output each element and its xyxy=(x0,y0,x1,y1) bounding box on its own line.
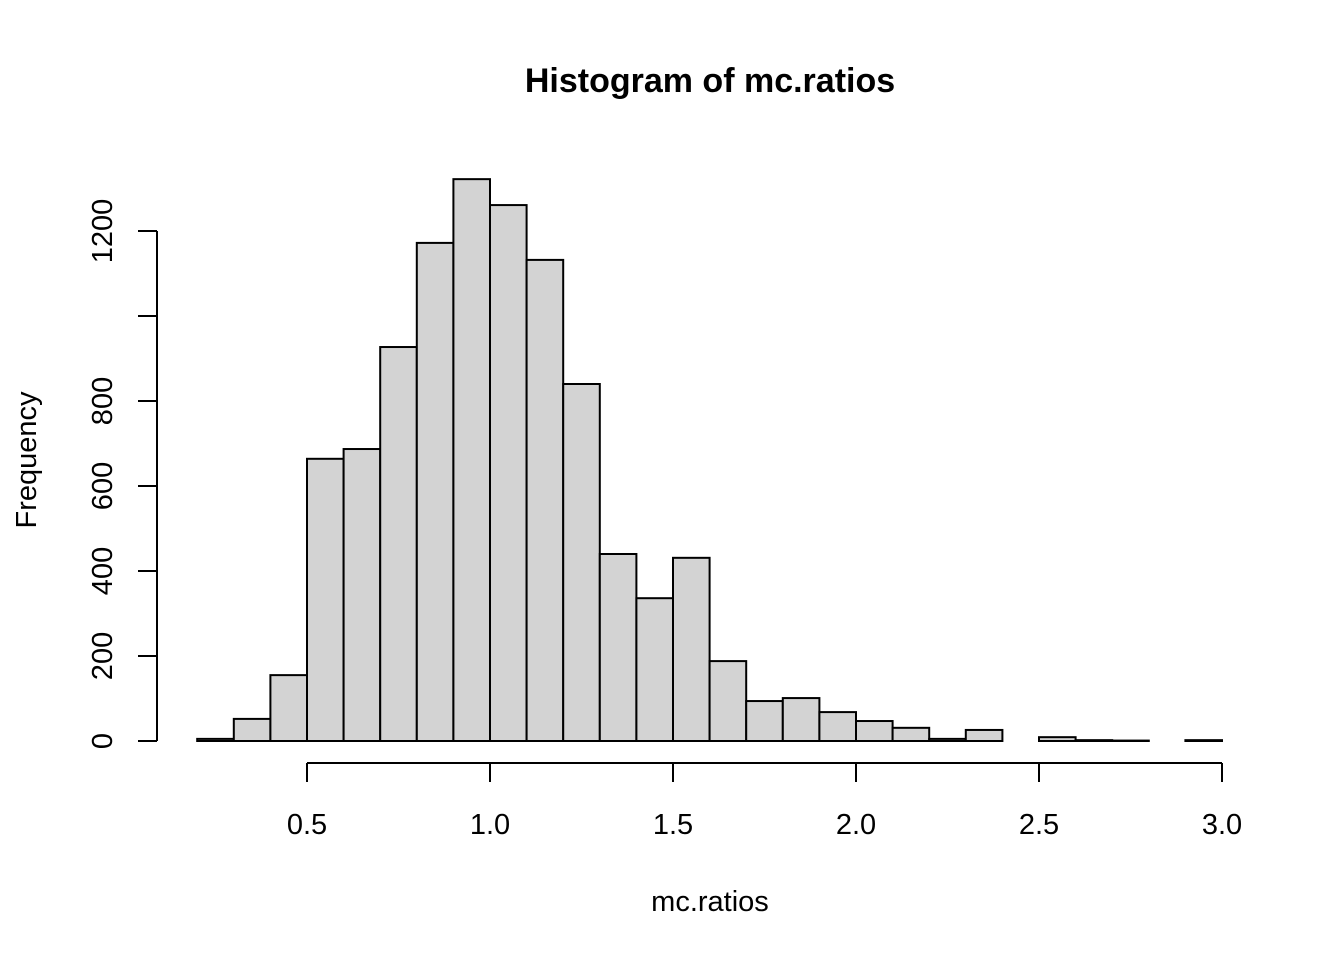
x-axis-label: mc.ratios xyxy=(651,886,769,918)
x-tick-label: 3.0 xyxy=(1202,809,1242,841)
x-tick-label: 2.5 xyxy=(1019,809,1059,841)
x-tick-label: 2.0 xyxy=(836,809,876,841)
histogram-bar xyxy=(598,553,638,742)
x-tick-label: 1.5 xyxy=(653,809,693,841)
histogram-bar xyxy=(269,674,308,742)
histogram-bar xyxy=(964,728,1004,743)
histogram-bar xyxy=(818,711,858,742)
histogram-bar xyxy=(891,726,931,743)
histogram-bar xyxy=(379,346,418,742)
histogram-bar xyxy=(525,258,565,742)
x-tick-label: 1.0 xyxy=(470,809,510,841)
histogram-bar xyxy=(562,383,601,742)
histogram-bar xyxy=(1038,736,1077,742)
x-tick-label: 0.5 xyxy=(287,809,327,841)
y-tick-label: 400 xyxy=(87,547,119,595)
chart-title: Histogram of mc.ratios xyxy=(525,62,895,100)
y-tick-label: 1200 xyxy=(87,199,119,264)
histogram-bar xyxy=(781,697,821,743)
histogram-bar xyxy=(1184,739,1224,743)
histogram-bar xyxy=(745,700,784,742)
bars xyxy=(196,178,1224,743)
histogram-bar xyxy=(196,737,235,742)
histogram-bar xyxy=(635,597,675,743)
histogram-bar xyxy=(1074,739,1114,743)
histogram-bar xyxy=(232,717,272,743)
histogram-bar xyxy=(855,720,894,743)
y-tick-label: 600 xyxy=(87,462,119,510)
histogram-bar xyxy=(708,660,748,742)
histogram-bar xyxy=(672,556,711,743)
y-tick-label: 0 xyxy=(87,733,119,749)
x-axis: 0.5 1.0 1.5 2.0 2.5 3.0 xyxy=(287,762,1242,841)
y-axis-label: Frequency xyxy=(11,391,43,529)
histogram-bar xyxy=(415,241,455,742)
histogram-bar xyxy=(306,457,345,742)
y-tick-label: 200 xyxy=(87,632,119,680)
histogram-bar xyxy=(928,737,967,742)
y-axis: 0 200 400 600 800 1200 xyxy=(87,199,158,749)
histogram-bar xyxy=(452,178,491,742)
histogram-bar xyxy=(489,204,528,742)
histogram-bar xyxy=(342,448,382,742)
y-tick-label: 800 xyxy=(87,377,119,425)
